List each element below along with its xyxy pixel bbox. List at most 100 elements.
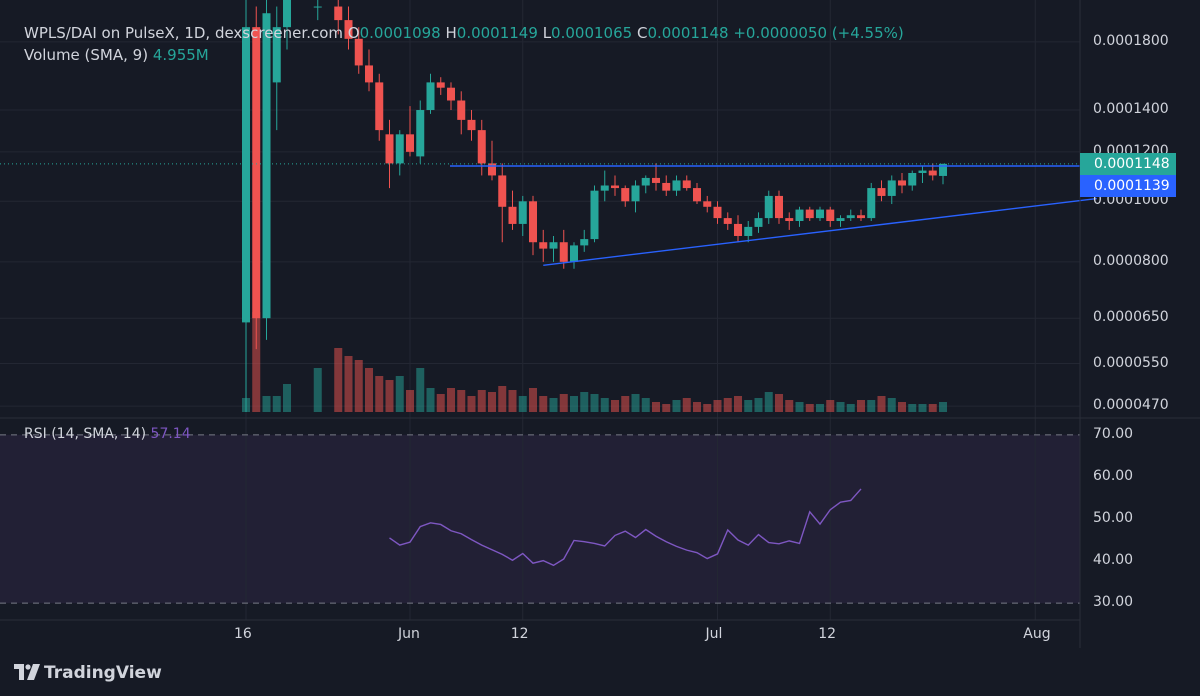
support-trendline xyxy=(543,197,1097,266)
candle-body xyxy=(283,0,291,28)
volume-bar xyxy=(713,400,722,412)
trend-lines xyxy=(0,163,1097,266)
open-value: 0.0001098 xyxy=(359,24,441,42)
rsi-tick-label: 70.00 xyxy=(1093,425,1134,442)
time-tick-label: 12 xyxy=(510,626,529,642)
ohlc-legend: WPLS/DAI on PulseX, 1D, dexscreener.com … xyxy=(24,24,904,42)
volume-bar xyxy=(734,396,742,412)
candle-body xyxy=(846,215,855,219)
volume-bar xyxy=(467,396,476,412)
volume-bar xyxy=(939,402,947,412)
volume-bar xyxy=(344,356,353,412)
candle-body xyxy=(375,82,384,131)
time-tick-label: 12 xyxy=(818,626,837,642)
volume-bar xyxy=(262,396,271,412)
price-tick-label: 0.0001800 xyxy=(1093,32,1169,49)
volume-bar xyxy=(898,402,906,412)
volume-bar xyxy=(457,390,466,412)
volume-bar xyxy=(754,398,763,412)
volume-bar xyxy=(334,348,343,412)
candle-body xyxy=(805,209,814,219)
rsi-band-background xyxy=(0,434,1080,604)
candle-body xyxy=(816,209,824,219)
volume-bar xyxy=(436,394,445,412)
volume-bar xyxy=(723,398,732,412)
volume-bar xyxy=(816,404,824,412)
candle-body xyxy=(867,188,876,219)
volume-bar xyxy=(693,402,701,412)
candle-body xyxy=(508,206,517,224)
rsi-series xyxy=(389,488,862,567)
candle-body xyxy=(365,65,373,83)
volume-bar xyxy=(764,392,773,412)
brand-name[interactable]: TradingView xyxy=(44,663,162,683)
volume-legend: Volume (SMA, 9) 4.955M xyxy=(24,46,209,64)
candlestick-series xyxy=(242,0,947,412)
volume-bar xyxy=(836,402,845,412)
candle-body xyxy=(416,110,425,157)
rsi-tick-label: 60.00 xyxy=(1093,467,1134,484)
candle-body xyxy=(795,209,804,221)
volume-bars xyxy=(242,312,947,412)
volume-bar xyxy=(744,400,753,412)
candle-body xyxy=(754,218,763,227)
candle-body xyxy=(334,6,343,21)
volume-bar xyxy=(529,388,537,412)
candle-body xyxy=(826,209,835,221)
candle-body xyxy=(570,245,578,262)
low-label: L xyxy=(542,24,552,42)
volume-bar xyxy=(826,400,835,412)
candle-body xyxy=(631,185,640,202)
volume-bar xyxy=(703,404,712,412)
candle-body xyxy=(693,188,701,202)
candle-body xyxy=(436,82,445,88)
candle-body xyxy=(262,13,271,319)
candle-body xyxy=(406,134,414,152)
volume-bar xyxy=(447,388,455,412)
volume-bar xyxy=(354,360,363,412)
volume-bar xyxy=(611,400,619,412)
volume-bar xyxy=(590,394,599,412)
volume-bar xyxy=(313,368,322,412)
volume-bar xyxy=(508,390,517,412)
close-label: C xyxy=(636,24,648,42)
volume-bar xyxy=(365,368,373,412)
candle-body xyxy=(518,201,527,224)
rsi-tick-label: 40.00 xyxy=(1093,552,1134,569)
volume-bar xyxy=(272,396,281,412)
candle-body xyxy=(744,226,753,236)
candle-body xyxy=(242,27,250,323)
candle-body xyxy=(703,201,712,207)
candle-body xyxy=(898,180,906,186)
volume-bar xyxy=(775,394,783,412)
volume-bar xyxy=(805,404,814,412)
volume-bar xyxy=(539,396,548,412)
candle-body xyxy=(621,188,630,202)
volume-bar xyxy=(385,380,394,412)
volume-bar xyxy=(652,402,660,412)
rsi-line xyxy=(389,488,862,567)
candle-body xyxy=(539,242,548,249)
candle-body xyxy=(529,201,537,243)
candle-body xyxy=(477,130,486,164)
tradingview-logo-icon[interactable] xyxy=(14,664,40,680)
candle-body xyxy=(775,195,783,219)
volume-bar xyxy=(570,396,578,412)
candle-body xyxy=(313,6,322,8)
price-tick-label: 0.0001400 xyxy=(1093,101,1169,117)
candle-body xyxy=(928,170,937,176)
candle-body xyxy=(467,119,476,131)
time-tick-label: Jul xyxy=(705,626,723,642)
rsi-tick-label: 30.00 xyxy=(1093,594,1134,611)
volume-bar xyxy=(518,396,527,412)
last-price-badge: 0.0001148 xyxy=(1080,152,1176,175)
candle-body xyxy=(549,242,558,249)
volume-bar xyxy=(867,400,876,412)
candle-body xyxy=(488,163,496,176)
candle-body xyxy=(426,82,435,111)
candle-body xyxy=(939,163,947,176)
candle-body xyxy=(908,172,917,186)
candle-body xyxy=(354,38,363,66)
low-value: 0.0001065 xyxy=(551,24,633,42)
